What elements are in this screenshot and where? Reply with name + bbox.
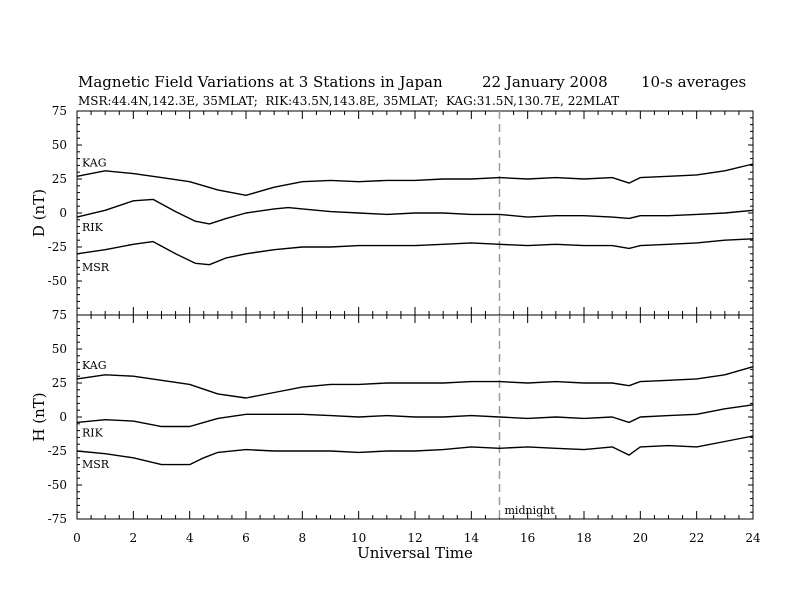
x-tick-label: 14 — [464, 531, 480, 545]
y-tick-label: 75 — [52, 308, 67, 322]
x-tick-label: 0 — [73, 531, 81, 545]
x-axis-label: Universal Time — [357, 544, 473, 562]
y-tick-label: 0 — [59, 206, 67, 220]
series-label-rik: RIK — [82, 221, 104, 234]
x-tick-label: 22 — [689, 531, 704, 545]
x-tick-label: 24 — [745, 531, 761, 545]
x-tick-label: 8 — [299, 531, 307, 545]
y-tick-label: 50 — [52, 138, 67, 152]
chart-title: Magnetic Field Variations at 3 Stations … — [78, 73, 443, 91]
y-tick-label: -50 — [48, 478, 67, 492]
series-label-msr: MSR — [82, 458, 110, 471]
x-tick-label: 12 — [407, 531, 422, 545]
y-tick-label: 25 — [52, 376, 67, 390]
series-line-kag — [76, 366, 754, 399]
y-tick-label: -50 — [48, 274, 67, 288]
averaging-note: 10-s averages — [641, 73, 747, 91]
series-label-kag: KAG — [82, 156, 107, 169]
y-tick-label: 25 — [52, 172, 67, 186]
series-line-msr — [76, 238, 754, 266]
y-tick-label: -25 — [48, 444, 67, 458]
station-list: MSR:44.4N,142.3E, 35MLAT; RIK:43.5N,143.… — [78, 94, 620, 108]
y-tick-label: -25 — [48, 240, 67, 254]
x-tick-label: 2 — [130, 531, 138, 545]
y-tick-label: -75 — [48, 512, 67, 526]
series-line-msr — [76, 435, 754, 466]
series-label-msr: MSR — [82, 261, 110, 274]
series-line-rik — [76, 198, 754, 225]
midnight-label: midnight — [505, 504, 556, 517]
chart-date: 22 January 2008 — [482, 73, 608, 91]
x-tick-label: 18 — [576, 531, 591, 545]
series-label-rik: RIK — [82, 426, 104, 439]
y-tick-label: 50 — [52, 342, 67, 356]
y-tick-label: 75 — [52, 104, 67, 118]
series-label-kag: KAG — [82, 359, 107, 372]
x-tick-label: 6 — [242, 531, 250, 545]
series-line-kag — [76, 163, 754, 197]
y-axis-label-D: D (nT) — [30, 189, 48, 237]
y-tick-label: 0 — [59, 410, 67, 424]
x-tick-label: 20 — [633, 531, 648, 545]
series-line-rik — [76, 404, 754, 428]
x-tick-label: 16 — [520, 531, 535, 545]
x-tick-label: 10 — [351, 531, 366, 545]
y-axis-label-H: H (nT) — [30, 392, 48, 441]
x-tick-label: 4 — [186, 531, 194, 545]
